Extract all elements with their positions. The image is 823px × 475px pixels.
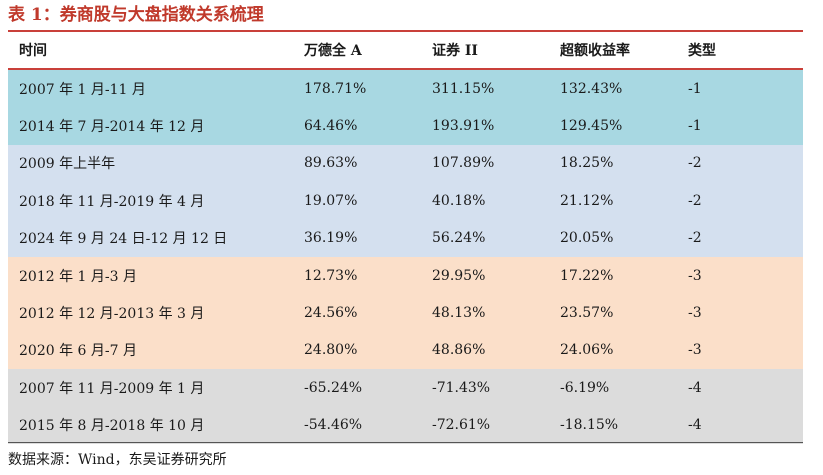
cell-type: -2 xyxy=(677,219,803,257)
cell-securities: 311.15% xyxy=(421,69,549,108)
cell-securities: -72.61% xyxy=(421,406,549,444)
cell-wind-a: 24.56% xyxy=(293,294,421,332)
cell-wind-a: 178.71% xyxy=(293,69,421,108)
cell-wind-a: 64.46% xyxy=(293,107,421,145)
table-row: 2020 年 6 月-7 月 24.80% 48.86% 24.06% -3 xyxy=(8,331,803,370)
table-row: 2009 年上半年 89.63% 107.89% 18.25% -2 xyxy=(8,144,803,183)
cell-period: 2024 年 9 月 24 日-12 月 12 日 xyxy=(8,219,293,257)
cell-wind-a: -54.46% xyxy=(293,406,421,444)
cell-excess-return: 21.12% xyxy=(549,182,677,220)
cell-excess-return: -18.15% xyxy=(549,406,677,444)
cell-excess-return: 17.22% xyxy=(549,256,677,295)
cell-period: 2014 年 7 月-2014 年 12 月 xyxy=(8,107,293,145)
table-row: 2012 年 12 月-2013 年 3 月 24.56% 48.13% 23.… xyxy=(8,294,803,332)
header-excess-return: 超额收益率 xyxy=(549,32,677,70)
table-row: 2007 年 1 月-11 月 178.71% 311.15% 132.43% … xyxy=(8,69,803,108)
cell-period: 2012 年 12 月-2013 年 3 月 xyxy=(8,294,293,332)
table-row: 2012 年 1 月-3 月 12.73% 29.95% 17.22% -3 xyxy=(8,256,803,295)
cell-excess-return: 18.25% xyxy=(549,144,677,183)
data-table: 时间 万德全 A 证券 II 超额收益率 类型 2007 年 1 月-11 月 … xyxy=(8,32,803,444)
cell-wind-a: -65.24% xyxy=(293,369,421,407)
cell-wind-a: 36.19% xyxy=(293,219,421,257)
cell-type: -3 xyxy=(677,294,803,332)
cell-wind-a: 12.73% xyxy=(293,256,421,295)
header-row: 时间 万德全 A 证券 II 超额收益率 类型 xyxy=(8,32,803,70)
cell-wind-a: 19.07% xyxy=(293,182,421,220)
table-row: 2014 年 7 月-2014 年 12 月 64.46% 193.91% 12… xyxy=(8,107,803,145)
table-row: 2018 年 11 月-2019 年 4 月 19.07% 40.18% 21.… xyxy=(8,182,803,220)
cell-securities: 48.86% xyxy=(421,331,549,370)
cell-type: -3 xyxy=(677,256,803,295)
cell-excess-return: 24.06% xyxy=(549,331,677,370)
table-row: 2015 年 8 月-2018 年 10 月 -54.46% -72.61% -… xyxy=(8,406,803,444)
table-row: 2024 年 9 月 24 日-12 月 12 日 36.19% 56.24% … xyxy=(8,219,803,257)
cell-excess-return: -6.19% xyxy=(549,369,677,407)
header-securities: 证券 II xyxy=(421,32,549,70)
header-wind-a: 万德全 A xyxy=(293,32,421,70)
cell-excess-return: 20.05% xyxy=(549,219,677,257)
header-period: 时间 xyxy=(8,32,293,70)
cell-period: 2009 年上半年 xyxy=(8,144,293,183)
cell-type: -3 xyxy=(677,331,803,370)
cell-securities: 56.24% xyxy=(421,219,549,257)
cell-type: -2 xyxy=(677,182,803,220)
cell-type: -1 xyxy=(677,107,803,145)
cell-securities: 48.13% xyxy=(421,294,549,332)
cell-period: 2020 年 6 月-7 月 xyxy=(8,331,293,370)
cell-period: 2012 年 1 月-3 月 xyxy=(8,256,293,295)
bottom-rule xyxy=(8,442,803,443)
cell-excess-return: 132.43% xyxy=(549,69,677,108)
cell-period: 2007 年 11 月-2009 年 1 月 xyxy=(8,369,293,407)
source-note: 数据来源：Wind，东吴证券研究所 xyxy=(8,452,227,468)
top-rule xyxy=(8,30,803,32)
cell-period: 2018 年 11 月-2019 年 4 月 xyxy=(8,182,293,220)
cell-securities: 193.91% xyxy=(421,107,549,145)
cell-excess-return: 129.45% xyxy=(549,107,677,145)
cell-type: -4 xyxy=(677,369,803,407)
header-type: 类型 xyxy=(677,32,803,70)
cell-securities: 29.95% xyxy=(421,256,549,295)
table-caption: 表 1：券商股与大盘指数关系梳理 xyxy=(8,5,264,25)
cell-securities: 107.89% xyxy=(421,144,549,183)
cell-wind-a: 89.63% xyxy=(293,144,421,183)
cell-securities: -71.43% xyxy=(421,369,549,407)
cell-period: 2015 年 8 月-2018 年 10 月 xyxy=(8,406,293,444)
cell-type: -4 xyxy=(677,406,803,444)
cell-period: 2007 年 1 月-11 月 xyxy=(8,69,293,108)
cell-type: -2 xyxy=(677,144,803,183)
cell-wind-a: 24.80% xyxy=(293,331,421,370)
cell-type: -1 xyxy=(677,69,803,108)
cell-excess-return: 23.57% xyxy=(549,294,677,332)
cell-securities: 40.18% xyxy=(421,182,549,220)
table-row: 2007 年 11 月-2009 年 1 月 -65.24% -71.43% -… xyxy=(8,369,803,407)
